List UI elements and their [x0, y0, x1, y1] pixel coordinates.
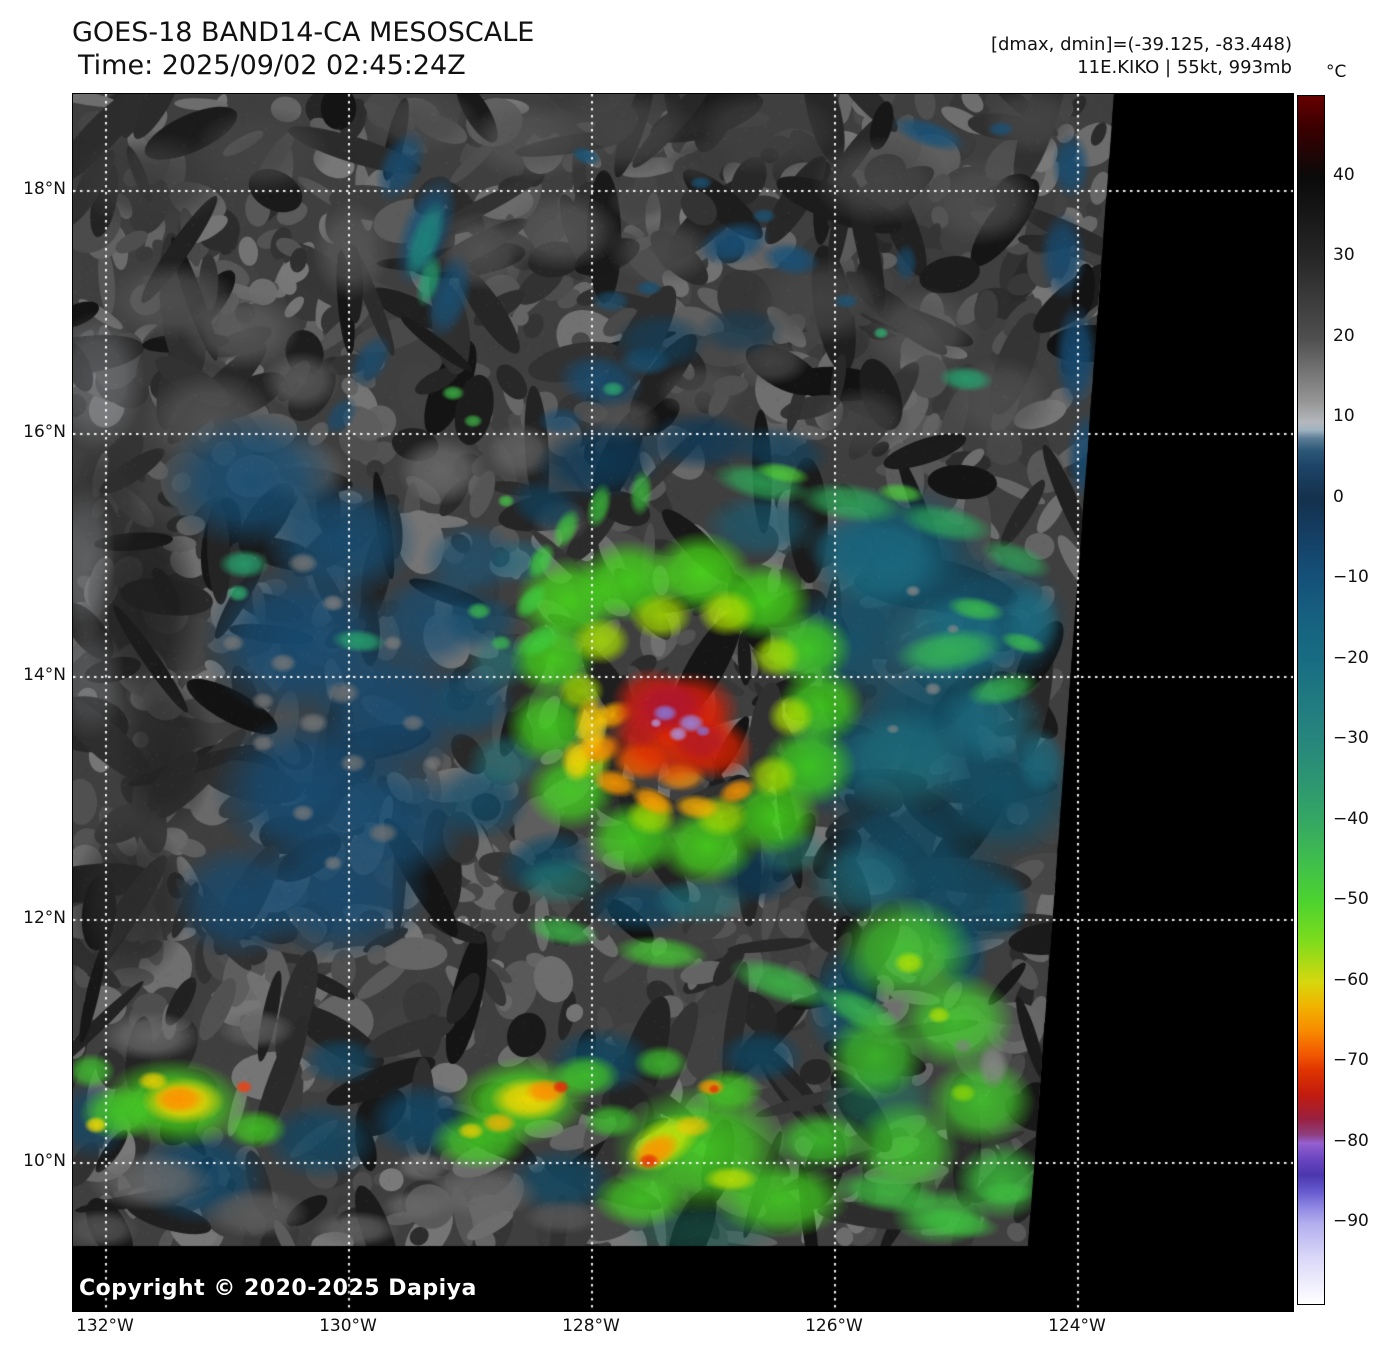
info-block: [dmax, dmin]=(-39.125, -83.448) 11E.KIKO… [991, 33, 1292, 79]
colorbar-tick-label: −50 [1333, 889, 1369, 910]
colorbar-tick-label: −10 [1333, 567, 1369, 588]
lat-tick-label: 10°N [23, 1151, 66, 1171]
colorbar-tick-label: −80 [1333, 1130, 1369, 1151]
colorbar-tick-label: −40 [1333, 808, 1369, 829]
colorbar-tick-label: 10 [1333, 406, 1355, 427]
colorbar-tick-label: −60 [1333, 969, 1369, 990]
lon-tick-label: 130°W [319, 1316, 377, 1336]
dmax-dmin-readout: [dmax, dmin]=(-39.125, -83.448) [990, 34, 1292, 55]
colorbar-unit-label: °C [1326, 62, 1347, 82]
temperature-colorbar [1297, 95, 1325, 1305]
lat-tick-label: 12°N [23, 908, 66, 928]
title-block: GOES-18 BAND14-CA MESOSCALE Time: 2025/0… [72, 16, 534, 82]
lat-tick-label: 14°N [23, 665, 66, 685]
colorbar-tick-label: 30 [1333, 245, 1355, 266]
colorbar-tick-label: −30 [1333, 728, 1369, 749]
lon-tick-label: 132°W [76, 1316, 134, 1336]
lon-tick-label: 128°W [562, 1316, 620, 1336]
map-plot-area: Copyright © 2020-2025 Dapiya [72, 93, 1294, 1312]
lat-tick-label: 16°N [23, 422, 66, 442]
colorbar-tick-label: 0 [1333, 486, 1344, 507]
lon-tick-label: 126°W [805, 1316, 863, 1336]
colorbar-tick-label: −20 [1333, 647, 1369, 668]
lat-tick-label: 18°N [23, 179, 66, 199]
colorbar-tick-label: 40 [1333, 164, 1355, 185]
storm-info-readout: 11E.KIKO | 55kt, 993mb [1077, 57, 1292, 78]
colorbar-tick-label: −90 [1333, 1211, 1369, 1232]
colorbar-tick-label: 20 [1333, 325, 1355, 346]
lon-tick-label: 124°W [1048, 1316, 1106, 1336]
page-title: GOES-18 BAND14-CA MESOSCALE [72, 17, 535, 48]
copyright-text: Copyright © 2020-2025 Dapiya [79, 1276, 477, 1301]
satellite-image-canvas [73, 94, 1293, 1311]
timestamp: Time: 2025/09/02 02:45:24Z [78, 50, 466, 81]
colorbar-tick-label: −70 [1333, 1050, 1369, 1071]
